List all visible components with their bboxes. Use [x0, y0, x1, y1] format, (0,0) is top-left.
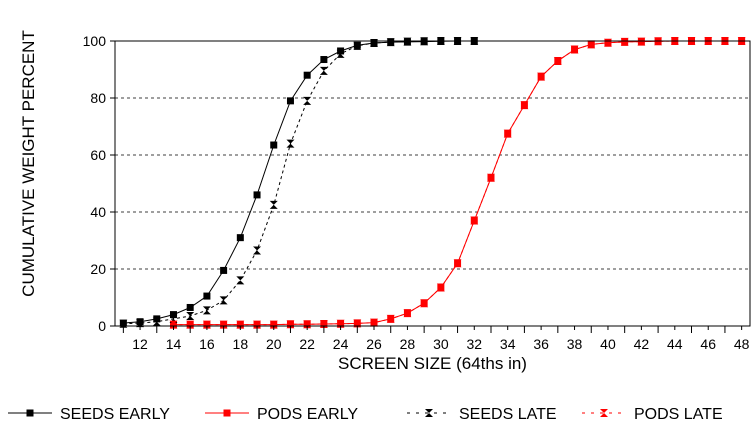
data-point-seeds-early: [186, 303, 194, 311]
data-point-pods-late: [637, 37, 646, 46]
data-points: [119, 37, 746, 329]
data-point-pods-late: [169, 320, 178, 329]
x-tick-label: 16: [199, 336, 215, 352]
y-tick-label: 0: [98, 318, 106, 334]
legend-marker-pods-early: [223, 409, 231, 417]
data-point-seeds-early: [169, 311, 177, 319]
y-tick-label: 100: [83, 33, 107, 49]
x-tick-label: 20: [266, 336, 282, 352]
x-tick-label: 42: [634, 336, 650, 352]
data-point-seeds-late: [219, 296, 228, 305]
x-tick-label: 34: [500, 336, 516, 352]
plot-frame: [114, 40, 751, 327]
x-tick-label: 30: [433, 336, 449, 352]
data-point-pods-late: [553, 56, 562, 65]
data-point-seeds-late: [136, 319, 145, 328]
data-point-pods-late: [370, 318, 379, 327]
data-point-pods-late: [202, 320, 211, 329]
y-tick-label: 20: [90, 261, 106, 277]
data-point-seeds-late: [236, 276, 245, 285]
data-point-seeds-early: [303, 71, 311, 79]
data-point-seeds-late: [286, 139, 295, 148]
data-point-seeds-late: [319, 66, 328, 75]
data-point-pods-late: [253, 320, 262, 329]
data-point-seeds-late: [202, 306, 211, 315]
legend-label-pods-late: PODS LATE: [634, 406, 723, 423]
data-point-pods-late: [537, 72, 546, 81]
data-point-pods-late: [219, 320, 228, 329]
legend-marker-pods-late: [600, 409, 608, 417]
legend-label-pods-early: PODS EARLY: [257, 406, 358, 423]
legend: SEEDS EARLY PODS EARLY SEEDS LATE PODS LATE: [8, 406, 723, 423]
data-point-pods-late: [453, 259, 462, 268]
data-point-pods-late: [386, 314, 395, 323]
data-point-pods-late: [520, 101, 529, 110]
x-tick-label: 28: [400, 336, 416, 352]
data-point-pods-late: [236, 320, 245, 329]
data-point-pods-late: [570, 45, 579, 54]
legend-label-seeds-late: SEEDS LATE: [459, 406, 557, 423]
data-point-pods-late: [470, 216, 479, 225]
data-point-pods-late: [486, 173, 495, 182]
x-tick-label: 32: [466, 336, 482, 352]
x-tick-label: 18: [233, 336, 249, 352]
series-line-pods-early: [173, 40, 742, 326]
x-tick-label: 14: [166, 336, 182, 352]
x-tick-label: 36: [533, 336, 549, 352]
data-point-seeds-early: [270, 141, 278, 149]
x-tick-label: 44: [667, 336, 683, 352]
data-point-seeds-early: [220, 266, 228, 274]
data-point-pods-late: [503, 129, 512, 138]
legend-label-seeds-early: SEEDS EARLY: [60, 406, 170, 423]
data-point-seeds-late: [303, 96, 312, 105]
y-tick-label: 60: [90, 147, 106, 163]
legend-marker-seeds-late: [425, 409, 433, 417]
x-tick-label: 40: [600, 336, 616, 352]
data-point-pods-late: [353, 319, 362, 328]
data-point-pods-late: [436, 283, 445, 292]
data-point-seeds-late: [403, 37, 412, 46]
data-point-seeds-late: [386, 38, 395, 47]
axis-ticks: 0 20 40 60 80 100 12 14 16 18 20 22 24 26 28 30 32 34 36 38…: [83, 33, 750, 352]
x-tick-label: 38: [567, 336, 583, 352]
series-line-seeds-early: [123, 40, 475, 324]
series-lines: [123, 40, 742, 326]
data-point-seeds-late: [353, 41, 362, 50]
x-tick-label: 22: [299, 336, 315, 352]
data-point-seeds-late: [269, 200, 278, 209]
data-point-pods-late: [269, 320, 278, 329]
x-axis-title: SCREEN SIZE (64ths in): [338, 354, 527, 373]
x-tick-label: 26: [366, 336, 382, 352]
data-point-seeds-late: [152, 317, 161, 326]
data-point-seeds-early: [286, 97, 294, 105]
data-point-seeds-late: [336, 49, 345, 58]
data-point-seeds-early: [203, 292, 211, 300]
x-tick-label: 46: [700, 336, 716, 352]
data-point-pods-late: [620, 37, 629, 46]
data-point-seeds-late: [253, 246, 262, 255]
grid-lines: [115, 97, 750, 270]
legend-marker-seeds-early: [26, 409, 34, 417]
y-axis-title: CUMULATIVE WEIGHT PERCENT: [19, 30, 38, 297]
x-tick-label: 12: [132, 336, 148, 352]
data-point-pods-early: [253, 321, 261, 329]
data-point-seeds-early: [320, 56, 328, 64]
data-point-seeds-late: [186, 312, 195, 321]
y-tick-label: 80: [90, 90, 106, 106]
series-line-seeds-late: [123, 40, 475, 325]
x-tick-label: 48: [734, 336, 750, 352]
data-point-pods-late: [403, 309, 412, 318]
data-point-pods-late: [186, 320, 195, 329]
data-point-seeds-early: [253, 191, 261, 199]
data-point-pods-late: [420, 299, 429, 308]
x-tick-label: 24: [333, 336, 349, 352]
data-point-seeds-early: [236, 234, 244, 242]
data-point-pods-late: [587, 40, 596, 49]
y-tick-label: 40: [90, 204, 106, 220]
series-line-pods-late: [173, 40, 742, 326]
